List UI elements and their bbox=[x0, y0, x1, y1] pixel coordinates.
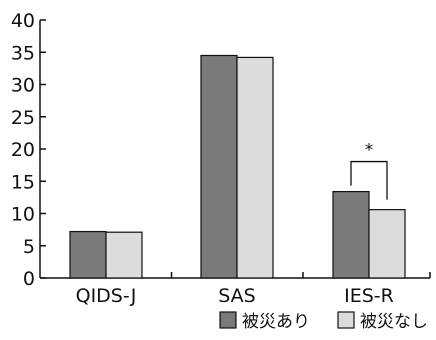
legend-label: 被災なし bbox=[360, 312, 428, 332]
x-tick-label: IES-R bbox=[344, 285, 394, 307]
significance-bracket bbox=[350, 160, 388, 200]
legend-swatch bbox=[219, 311, 237, 329]
bar-unaffected-sas bbox=[236, 56, 274, 279]
y-tick-label: 0 bbox=[23, 268, 35, 290]
bar-unaffected-qids-j bbox=[105, 231, 143, 279]
y-tick-label: 30 bbox=[11, 75, 35, 97]
x-tick-label: SAS bbox=[218, 285, 255, 307]
y-tick-label: 5 bbox=[23, 236, 35, 258]
x-tick-label: QIDS-J bbox=[76, 285, 137, 307]
y-tick-label: 25 bbox=[11, 107, 35, 129]
y-tick-label: 15 bbox=[11, 171, 35, 193]
legend-label: 被災あり bbox=[242, 312, 310, 332]
bar-affected-ies-r bbox=[332, 190, 370, 279]
y-tick-label: 35 bbox=[11, 42, 35, 64]
bar-unaffected-ies-r bbox=[368, 209, 406, 279]
y-tick-label: 40 bbox=[11, 10, 35, 32]
legend-swatch bbox=[337, 311, 355, 329]
bar-affected-qids-j bbox=[69, 230, 107, 279]
bars bbox=[69, 54, 406, 279]
y-axis: 0 5 10 15 20 25 30 35 40 bbox=[11, 10, 46, 290]
annotations: * bbox=[350, 141, 388, 200]
legend: 被災あり 被災なし bbox=[219, 311, 428, 332]
bar-affected-sas bbox=[200, 54, 238, 279]
y-tick-label: 10 bbox=[11, 204, 35, 226]
y-tick-label: 20 bbox=[11, 139, 35, 161]
significance-star: * bbox=[365, 141, 374, 161]
